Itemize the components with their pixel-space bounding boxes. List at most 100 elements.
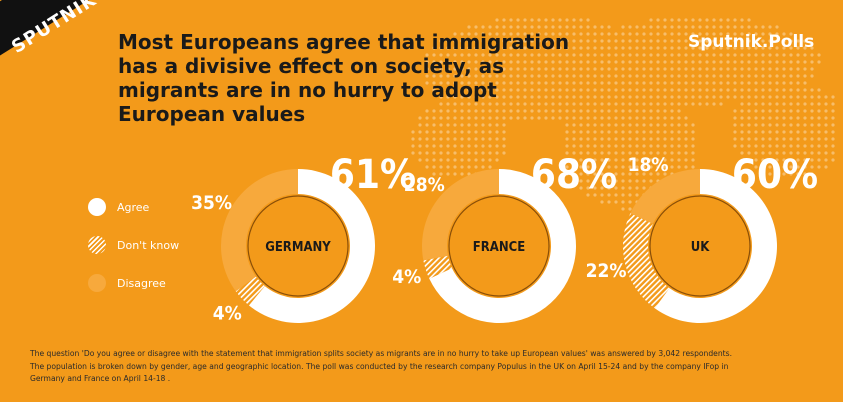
map-dot (677, 81, 681, 85)
map-dot (726, 88, 730, 92)
map-dot (460, 151, 464, 155)
map-dot (481, 158, 485, 162)
map-dot (607, 165, 611, 169)
map-dot (488, 123, 492, 127)
map-dot (439, 158, 443, 162)
map-dot (740, 123, 744, 127)
map-dot (523, 32, 527, 36)
map-dot (614, 60, 618, 64)
map-dot (719, 39, 723, 43)
map-dot (775, 137, 779, 141)
map-dot (670, 137, 674, 141)
map-dot (684, 67, 688, 71)
map-dot (453, 81, 457, 85)
map-dot (677, 74, 681, 78)
map-dot (565, 18, 569, 22)
map-dot (586, 165, 590, 169)
map-dot (817, 151, 821, 155)
map-dot (509, 67, 513, 71)
map-dot (831, 158, 835, 162)
map-dot (705, 67, 709, 71)
map-dot (593, 151, 597, 155)
map-dot (523, 102, 527, 106)
map-dot (628, 137, 632, 141)
map-dot (467, 32, 471, 36)
map-dot (537, 46, 541, 50)
map-dot (488, 144, 492, 148)
map-dot (621, 88, 625, 92)
map-dot (579, 151, 583, 155)
map-dot (432, 123, 436, 127)
map-dot (607, 88, 611, 92)
map-dot (586, 123, 590, 127)
map-dot (677, 88, 681, 92)
map-dot (439, 74, 443, 78)
map-dot (509, 102, 513, 106)
data-label-dont-know: 22% (586, 260, 627, 282)
map-dot (600, 137, 604, 141)
map-dot (761, 116, 765, 120)
map-dot (565, 137, 569, 141)
map-dot (691, 151, 695, 155)
map-dot (579, 53, 583, 57)
map-dot (474, 39, 478, 43)
map-dot (558, 95, 562, 99)
map-dot (474, 144, 478, 148)
map-dot (705, 81, 709, 85)
map-dot (642, 46, 646, 50)
map-dot (754, 39, 758, 43)
map-dot (488, 158, 492, 162)
map-dot (495, 137, 499, 141)
map-dot (635, 53, 639, 57)
map-dot (712, 88, 716, 92)
map-dot (565, 151, 569, 155)
map-dot (565, 144, 569, 148)
data-label-disagree: 28% (404, 174, 445, 196)
map-dot (677, 25, 681, 29)
map-dot (621, 144, 625, 148)
map-dot (642, 53, 646, 57)
map-dot (810, 102, 814, 106)
map-dot (593, 186, 597, 190)
map-dot (831, 116, 835, 120)
map-dot (670, 95, 674, 99)
map-dot (432, 109, 436, 113)
map-dot (586, 18, 590, 22)
map-dot (649, 81, 653, 85)
map-dot (775, 32, 779, 36)
map-dot (747, 39, 751, 43)
map-dot (572, 32, 576, 36)
map-dot (544, 18, 548, 22)
map-dot (509, 95, 513, 99)
map-dot (768, 39, 772, 43)
map-dot (551, 18, 555, 22)
map-dot (418, 116, 422, 120)
map-dot (733, 123, 737, 127)
map-dot (705, 25, 709, 29)
map-dot (663, 46, 667, 50)
map-dot (649, 25, 653, 29)
map-dot (817, 88, 821, 92)
map-dot (803, 123, 807, 127)
map-dot (803, 165, 807, 169)
map-dot (810, 109, 814, 113)
map-dot (761, 123, 765, 127)
map-dot (537, 39, 541, 43)
map-dot (579, 95, 583, 99)
map-dot (621, 95, 625, 99)
map-dot (551, 67, 555, 71)
map-dot (747, 67, 751, 71)
map-dot (754, 123, 758, 127)
map-dot (635, 137, 639, 141)
map-dot (824, 130, 828, 134)
map-dot (803, 144, 807, 148)
map-dot (621, 81, 625, 85)
map-dot (628, 39, 632, 43)
map-dot (425, 158, 429, 162)
map-dot (733, 67, 737, 71)
map-dot (600, 144, 604, 148)
map-dot (572, 172, 576, 176)
map-dot (453, 53, 457, 57)
map-dot (453, 172, 457, 176)
map-dot (621, 165, 625, 169)
